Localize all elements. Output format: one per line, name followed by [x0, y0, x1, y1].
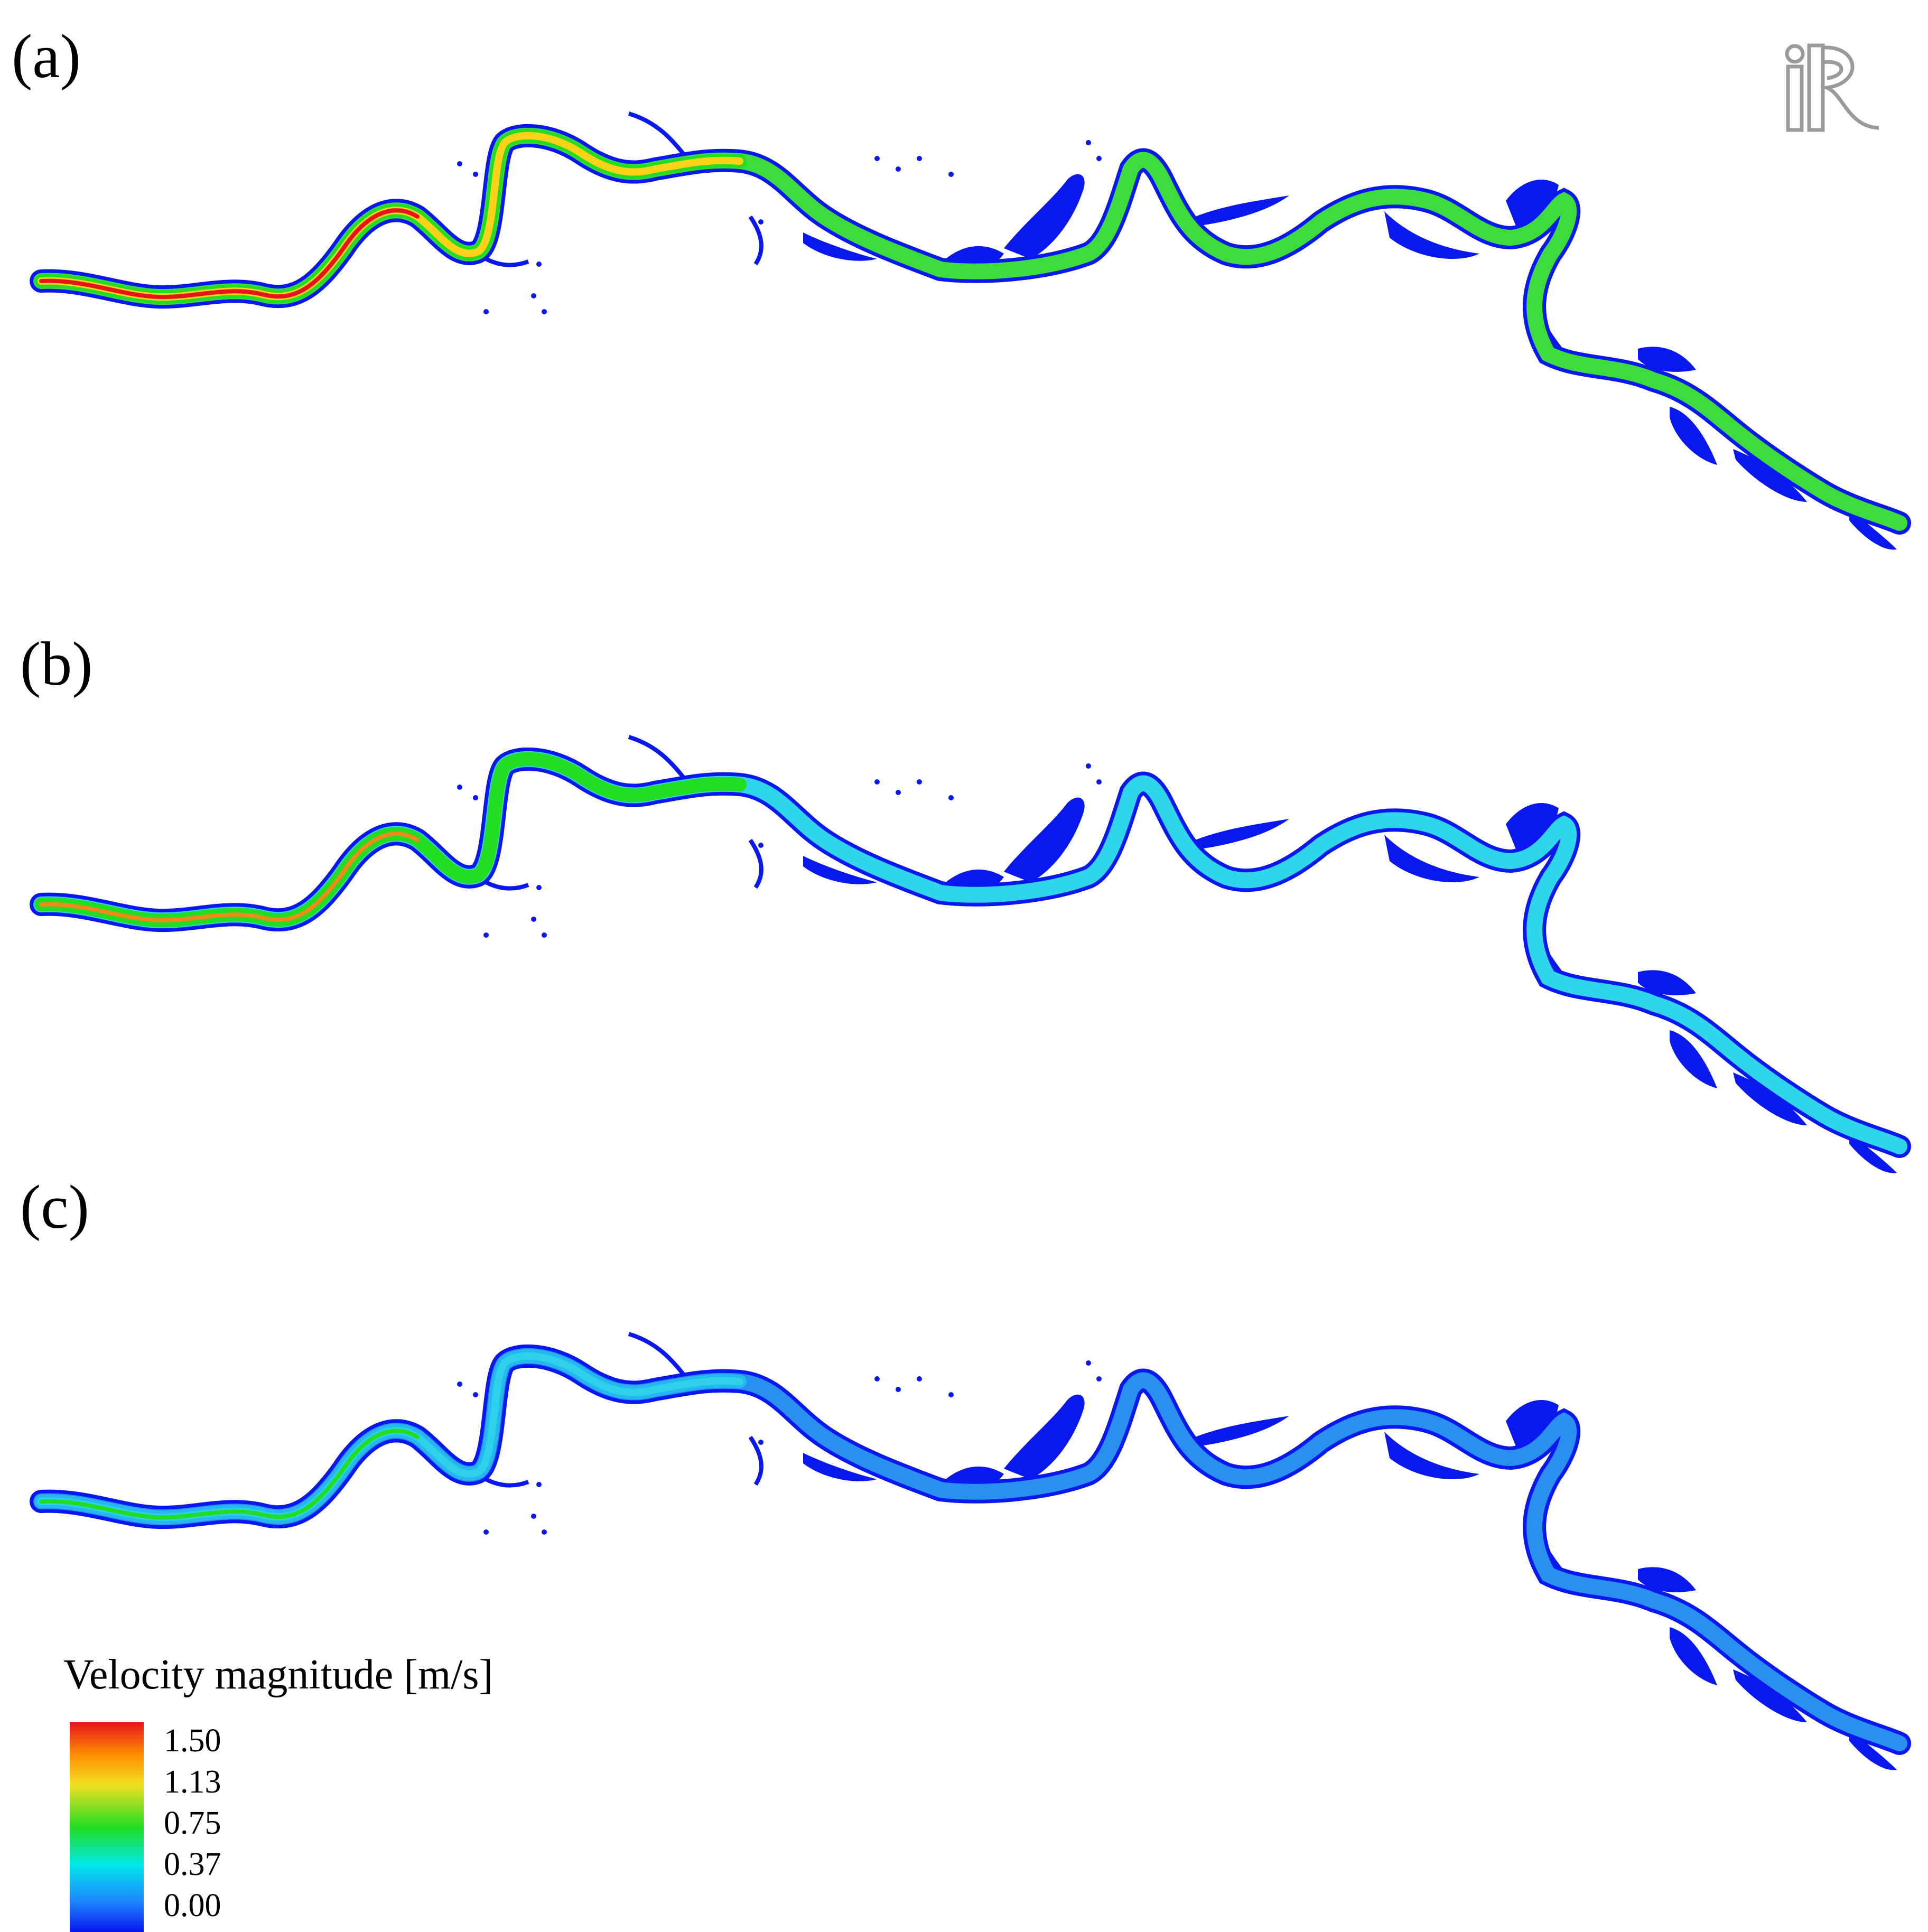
river-peak-velocity: [39, 1429, 420, 1520]
isolated-water-cell: [758, 1440, 763, 1445]
isolated-water-cell: [531, 293, 536, 298]
river-upstream-reach: [34, 1349, 747, 1525]
legend-tick: 0.00: [164, 1888, 221, 1924]
river-upstream-reach: [34, 752, 747, 928]
isolated-water-cell: [917, 156, 922, 161]
isolated-water-cell: [457, 785, 462, 790]
floodplain-patch: [1849, 1131, 1897, 1173]
isolated-water-cell: [874, 1376, 880, 1382]
side-channel: [748, 838, 763, 889]
isolated-water-cell: [896, 1387, 901, 1392]
floodplain-patch: [1384, 211, 1479, 259]
isolated-water-cell: [542, 932, 547, 938]
isolated-water-cell: [948, 1392, 954, 1397]
floodplain-patch: [1733, 1072, 1807, 1125]
floodplain-patch: [1670, 407, 1717, 465]
isolated-water-cell: [531, 1514, 536, 1519]
floodplain-patch: [1733, 1669, 1807, 1722]
isolated-water-cell: [758, 843, 763, 848]
isolated-water-cell: [1096, 1376, 1102, 1382]
floodplain-patch: [1004, 174, 1085, 259]
floodplain-patch: [803, 856, 877, 884]
floodplain-patch: [1384, 1432, 1479, 1479]
legend-tick: 1.13: [164, 1764, 221, 1800]
floodplain-patch: [1849, 1728, 1897, 1770]
floodplain-patch: [1849, 507, 1897, 550]
floodplain-patch: [1638, 347, 1696, 372]
isolated-water-cell: [874, 779, 880, 785]
river-peak-velocity: [39, 208, 420, 300]
isolated-water-cell: [1086, 763, 1091, 769]
river-network: [30, 735, 1911, 1173]
isolated-water-cell: [1086, 1360, 1091, 1366]
river-bank-low-velocity: [30, 124, 1911, 535]
isolated-water-cell: [1086, 140, 1091, 145]
river-map-panel-b: [30, 735, 1911, 1173]
river-channel: [33, 751, 1907, 1154]
isolated-water-cell: [542, 309, 547, 314]
isolated-water-cell: [536, 262, 542, 267]
floodplain-patch: [1733, 449, 1807, 502]
river-map-panel-c: [30, 1332, 1911, 1770]
side-channel: [748, 215, 763, 266]
legend-color-bar: [70, 1722, 144, 1932]
river-network: [30, 111, 1911, 550]
floodplain-patch: [1670, 1030, 1717, 1088]
isolated-water-cell: [542, 1529, 547, 1535]
isolated-water-cell: [948, 172, 954, 177]
isolated-water-cell: [473, 1392, 478, 1397]
floodplain-patch: [1384, 835, 1479, 882]
side-channel: [628, 735, 689, 783]
legend-tick: 0.75: [164, 1805, 221, 1841]
isolated-water-cell: [1096, 156, 1102, 161]
isolated-water-cell: [483, 309, 489, 314]
iric-logo-icon: [1785, 43, 1879, 132]
legend-title: Velocity magnitude [m/s]: [63, 1651, 493, 1698]
isolated-water-cell: [896, 790, 901, 795]
panel-label-b: (b): [20, 629, 93, 698]
floodplain-patch: [1670, 1627, 1717, 1685]
isolated-water-cell: [874, 156, 880, 161]
isolated-water-cell: [536, 1482, 542, 1487]
floodplain-patch: [803, 1453, 877, 1481]
river-peak-velocity: [39, 832, 420, 923]
side-channel: [628, 111, 689, 160]
isolated-water-cell: [473, 172, 478, 177]
floodplain-patch: [1184, 195, 1289, 227]
floodplain-patch: [1506, 180, 1559, 227]
isolated-water-cell: [473, 795, 478, 800]
floodplain-patch: [1506, 803, 1559, 851]
isolated-water-cell: [948, 795, 954, 800]
floodplain-patch: [1638, 970, 1696, 995]
floodplain-patch: [1004, 797, 1085, 882]
side-channel: [628, 1332, 689, 1380]
legend-tick: 1.50: [164, 1723, 221, 1759]
floodplain-patch: [1638, 1567, 1696, 1592]
isolated-water-cell: [457, 161, 462, 166]
isolated-water-cell: [896, 166, 901, 172]
river-bank-low-velocity: [30, 747, 1911, 1158]
isolated-water-cell: [758, 219, 763, 225]
isolated-water-cell: [1096, 779, 1102, 785]
river-network: [30, 1332, 1911, 1770]
isolated-water-cell: [531, 917, 536, 922]
floodplain-patch: [1004, 1394, 1085, 1479]
isolated-water-cell: [917, 779, 922, 785]
river-channel: [33, 127, 1907, 531]
floodplain-patch: [1184, 819, 1289, 851]
legend-tick: 0.37: [164, 1846, 221, 1882]
isolated-water-cell: [536, 885, 542, 890]
isolated-water-cell: [457, 1382, 462, 1387]
floodplain-patch: [1184, 1416, 1289, 1448]
isolated-water-cell: [917, 1376, 922, 1382]
isolated-water-cell: [483, 932, 489, 938]
panel-label-a: (a): [12, 22, 81, 91]
floodplain-patch: [803, 232, 877, 261]
side-channel: [748, 1435, 763, 1486]
river-map-panel-a: [30, 111, 1911, 550]
river-upstream-reach: [34, 128, 747, 304]
panel-label-c: (c): [20, 1172, 89, 1242]
floodplain-patch: [1506, 1400, 1559, 1448]
isolated-water-cell: [483, 1529, 489, 1535]
